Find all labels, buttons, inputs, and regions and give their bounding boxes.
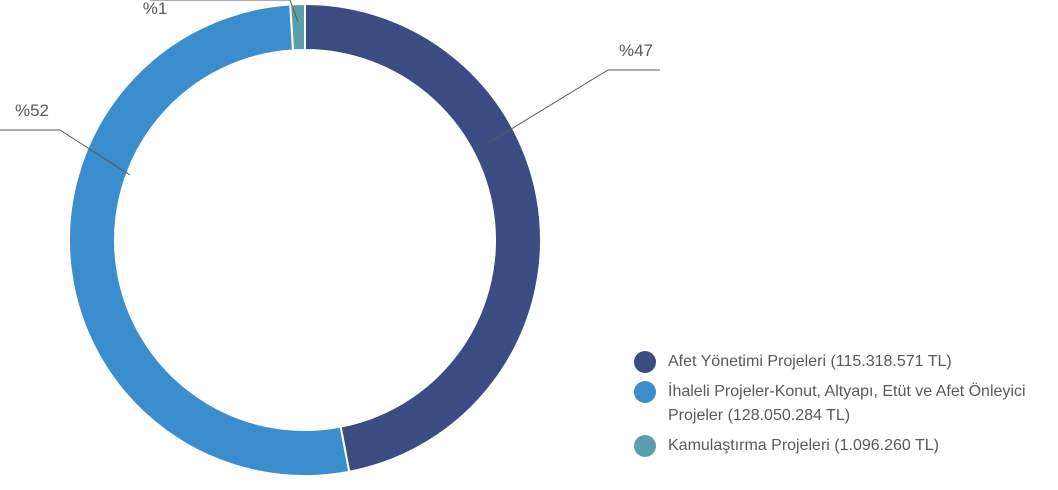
leader-line — [484, 69, 660, 146]
data-label: %52 — [15, 101, 49, 120]
legend-swatch — [634, 351, 656, 373]
slice — [68, 3, 351, 477]
slice — [304, 2, 542, 473]
legend-item: Kamulaştırma Projeleri (1.096.260 TL) — [634, 434, 1054, 458]
legend-swatch — [634, 435, 656, 457]
leader-line — [150, 0, 299, 23]
legend-swatch — [634, 381, 656, 403]
leader-line — [0, 129, 131, 176]
legend: Afet Yönetimi Projeleri (115.318.571 TL)… — [634, 350, 1054, 464]
slice — [289, 2, 306, 52]
legend-item: Afet Yönetimi Projeleri (115.318.571 TL) — [634, 350, 1054, 374]
legend-label: Kamulaştırma Projeleri (1.096.260 TL) — [668, 437, 939, 454]
legend-item: İhaleli Projeler-Konut, Altyapı, Etüt ve… — [634, 380, 1054, 428]
data-label: %1 — [143, 0, 168, 18]
legend-label: İhaleli Projeler-Konut, Altyapı, Etüt ve… — [668, 383, 1026, 424]
legend-label: Afet Yönetimi Projeleri (115.318.571 TL) — [668, 353, 952, 370]
data-label: %47 — [619, 41, 653, 60]
